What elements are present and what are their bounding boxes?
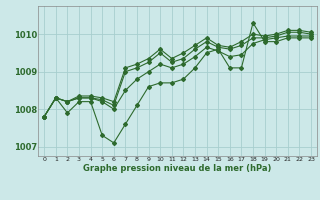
X-axis label: Graphe pression niveau de la mer (hPa): Graphe pression niveau de la mer (hPa): [84, 164, 272, 173]
